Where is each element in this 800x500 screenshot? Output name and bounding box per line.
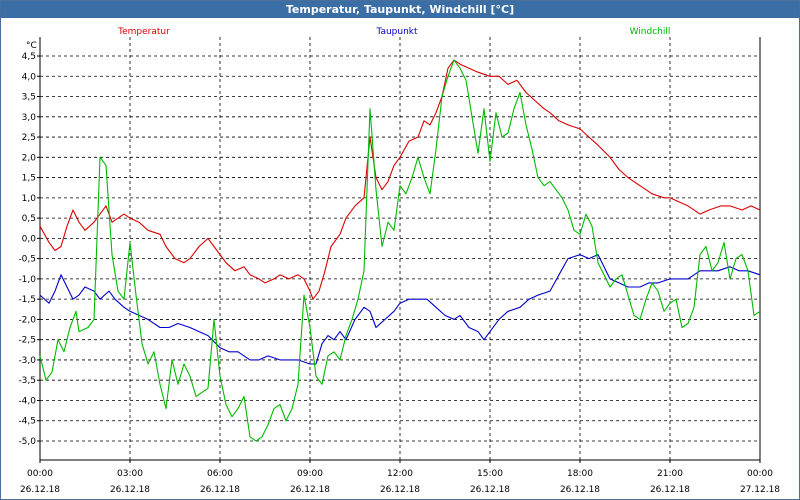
y-tick-label: 1,5 (22, 174, 36, 184)
series-line-temperatur (39, 59, 761, 300)
y-axis-unit: °C (26, 41, 37, 51)
x-tick-date: 26.12.18 (470, 485, 510, 495)
y-tick-label: -2,5 (18, 336, 36, 346)
x-tick-time: 09:00 (297, 469, 323, 479)
series-line-taupunkt (39, 254, 761, 365)
x-tick-date: 26.12.18 (560, 485, 600, 495)
grid-lines (40, 37, 760, 460)
y-tick-label: 4,0 (22, 72, 37, 82)
y-tick-label: -1,0 (18, 275, 36, 285)
x-tick-time: 12:00 (387, 469, 413, 479)
x-tick-time: 21:00 (657, 469, 683, 479)
y-tick-label: -2,0 (18, 315, 36, 325)
legend: Temperatur Taupunkt Windchill (117, 27, 670, 37)
y-tick-label: 3,0 (22, 113, 37, 123)
series-lines (39, 59, 761, 442)
x-tick-date: 26.12.18 (110, 485, 150, 495)
y-tick-label: -3,5 (18, 376, 36, 386)
x-axis-ticks: 00:00 26.12.18 03:00 26.12.18 06:00 26.12.18 0… (20, 460, 780, 495)
x-tick-date: 26.12.18 (380, 485, 420, 495)
y-tick-label: -0,5 (18, 255, 36, 265)
x-tick-date: 27.12.18 (740, 485, 780, 495)
legend-item-temperatur: Temperatur (117, 27, 170, 37)
y-tick-label: 2,5 (22, 133, 36, 143)
x-tick-time: 00:00 (27, 469, 53, 479)
y-tick-label: 1,0 (22, 194, 37, 204)
y-tick-label: -1,5 (18, 295, 36, 305)
x-tick-time: 03:00 (117, 469, 143, 479)
y-tick-label: -5,0 (18, 437, 36, 447)
legend-item-taupunkt: Taupunkt (375, 27, 418, 37)
y-tick-label: 3,5 (22, 93, 36, 103)
series-line-windchill (39, 59, 761, 442)
legend-item-windchill: Windchill (630, 27, 671, 37)
y-tick-label: 4,5 (22, 52, 36, 62)
x-tick-time: 15:00 (477, 469, 503, 479)
y-tick-label: 0,0 (22, 234, 37, 244)
x-tick-time: 06:00 (207, 469, 233, 479)
y-tick-label: -4,5 (18, 417, 36, 427)
y-tick-label: -3,0 (18, 356, 36, 366)
x-tick-time: 18:00 (567, 469, 593, 479)
x-tick-date: 26.12.18 (200, 485, 240, 495)
y-tick-label: -4,0 (18, 396, 36, 406)
y-tick-label: 2,0 (22, 153, 37, 163)
x-tick-date: 26.12.18 (650, 485, 690, 495)
x-tick-time: 00:00 (747, 469, 773, 479)
y-axis-ticks: 4,5 4,0 3,5 3,0 2,5 2,0 1,5 1,0 0,5 0,0 -0,5 -1,0 -1… (18, 52, 40, 447)
x-tick-date: 26.12.18 (20, 485, 60, 495)
y-tick-label: 0,5 (22, 214, 36, 224)
chart-title: Temperatur, Taupunkt, Windchill [°C] (1, 1, 799, 18)
x-tick-date: 26.12.18 (290, 485, 330, 495)
